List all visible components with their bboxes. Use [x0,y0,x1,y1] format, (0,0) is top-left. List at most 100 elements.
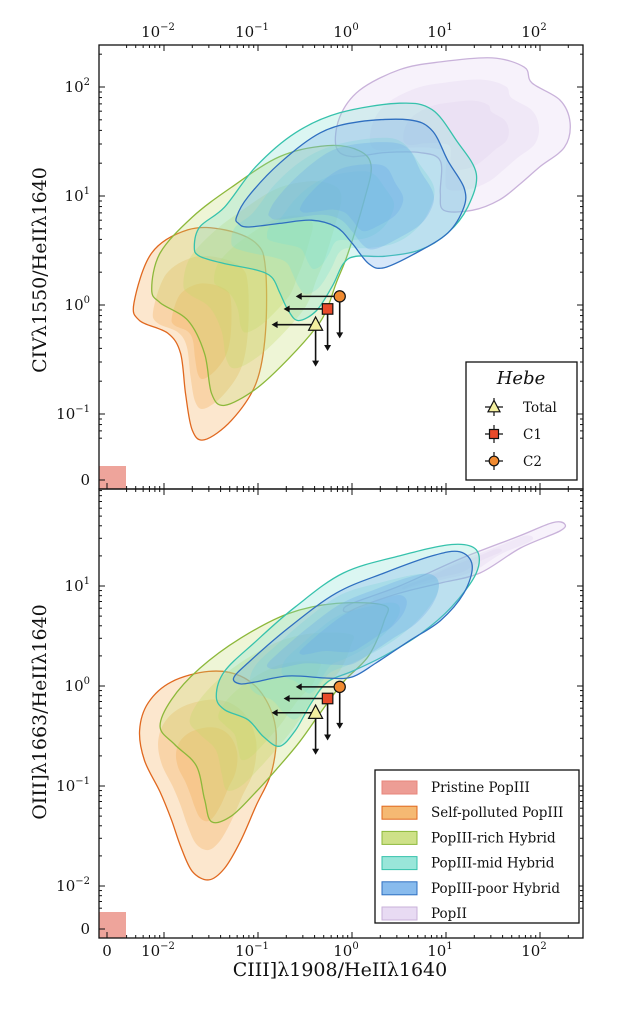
contour-level-3 [218,661,322,761]
tick-exponent: 1 [446,22,452,33]
tick-base: 10 [56,877,75,895]
x-tick-label: 100 [333,941,358,960]
arrow-head-down-icon [336,332,344,339]
x-tick-label: 101 [427,22,452,41]
bottom-y-axis-title: OIII]λ1663/HeIIλ1640 [29,604,51,820]
x-tick-label: 101 [427,941,452,960]
contour-level-2 [231,137,435,295]
contour-level-2 [183,181,342,369]
tick-exponent: −1 [75,404,90,415]
arrow-head-left-icon [271,321,278,329]
contour-level-1 [194,103,477,321]
tick-exponent: 2 [84,77,90,88]
hebe-point-c1 [283,692,334,741]
tick-base: 10 [521,942,540,960]
bottom-panel: 10−2 10−1 100 101 10210110010−110−200Pristin… [56,488,584,960]
square-marker [321,303,334,315]
legend-box [374,769,580,924]
contour-popIII-mid-hybrid [193,102,478,322]
tick-base: 10 [235,942,254,960]
legend-entry-popII: PopII [381,906,467,922]
tick-exponent: 2 [540,941,546,952]
y-tick-label: 100 [65,295,90,314]
x-zero-label: 0 [102,942,112,960]
contour-level-2 [369,79,540,191]
tick-exponent: 1 [446,941,452,952]
legend-swatch [381,805,418,820]
legend-entry-popIII-poor-hybrid: PopIII-poor Hybrid [381,881,560,897]
contour-outline [132,226,268,441]
y-tick-label: 100 [65,676,90,695]
contour-self-polluted-popIII [138,670,277,881]
contour-level-2 [249,573,439,720]
circle-marker [333,290,346,303]
contour-outline [151,144,372,407]
contour-level-3 [281,602,400,694]
tick-base: 10 [141,23,160,41]
legend-entry-popIII-mid-hybrid: PopIII-mid Hybrid [381,856,555,872]
legend-box [465,361,578,481]
tick-exponent: −2 [75,876,90,887]
tick-base: 10 [65,677,84,695]
hebe-point-total [271,315,324,367]
contour-outline [235,118,467,270]
contour-outline [193,102,478,322]
contour-outline [138,670,277,881]
y-zero-label: 0 [80,920,90,938]
triangle-marker [307,703,324,719]
arrow-head-left-icon [295,292,302,300]
legend-title: Hebe [496,368,546,389]
arrow-head-down-icon [312,360,320,367]
contour-outline [334,57,571,213]
ticks [99,45,583,489]
x-tick-label: 100 [333,22,358,41]
top-y-axis-title: CIVλ1550/HeIIλ1640 [29,167,51,373]
x-tick-label: 10−1 [235,22,269,41]
tick-exponent: −2 [160,22,175,33]
y-tick-label: 10−1 [56,776,90,795]
arrow-head-left-icon [283,305,290,313]
tick-exponent: −1 [75,776,90,787]
y-zero-label: 0 [80,471,90,489]
tick-exponent: −1 [254,22,269,33]
contour-level-3 [299,594,407,655]
arrow-head-left-icon [283,694,290,702]
legend-populations: Pristine PopIII Self-polluted PopIII PopII… [374,769,580,924]
x-axis-title: CIII]λ1908/HeIIλ1640 [233,959,447,981]
triangle-marker [307,315,324,331]
arrow-head-down-icon [324,734,332,741]
contour-level-2 [158,699,257,851]
legend-label: C1 [523,427,542,443]
contour-level-2 [373,535,534,601]
contour-level-1 [233,551,473,685]
tick-exponent: 0 [84,295,90,306]
legend-label: PopIII-poor Hybrid [431,881,560,897]
tick-base: 10 [56,777,75,795]
legend-swatch [381,881,418,896]
x-tick-label: 10−1 [235,941,269,960]
hebe-point-total [271,703,324,755]
square-marker [488,428,500,440]
contours [132,57,571,441]
legend-entry-self-polluted-popIII: Self-polluted PopIII [381,805,563,821]
legend-entry-popIII-rich-hybrid: PopIII-rich Hybrid [381,830,556,846]
contour-level-3 [267,171,395,270]
contour-level-1 [139,671,277,880]
pristine-popIII-box [99,912,126,938]
y-tick-label: 10−1 [56,404,90,423]
legend-label: Total [523,400,557,416]
x-tick-label: 10−2 [141,941,175,960]
circle-marker [333,680,346,694]
contour-level-2 [266,573,439,670]
x-tick-label: 102 [521,941,546,960]
contour-level-2 [268,142,435,250]
contour-level-3 [214,215,313,333]
contour-popIII-poor-hybrid [235,118,467,270]
ticks [99,489,583,938]
tick-base: 10 [65,78,84,96]
tick-base: 10 [235,23,254,41]
legend-swatch [381,856,418,871]
contour-level-3 [403,100,509,171]
contour-level-2 [152,255,249,410]
tick-base: 10 [65,577,84,595]
